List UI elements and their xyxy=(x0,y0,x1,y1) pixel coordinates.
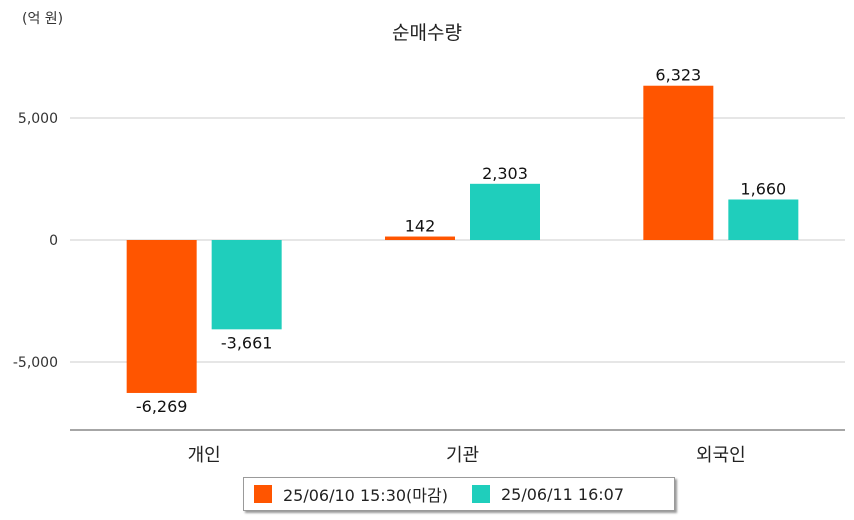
bar xyxy=(643,85,714,240)
bar-chart: 5,000 0 -5,000 -6,269 -3,661 개인 142 2,303 기관 6,32… xyxy=(13,66,845,466)
x-tick-label: 외국인 xyxy=(696,445,746,466)
legend-item-series-b[interactable]: 25/06/11 16:07 xyxy=(471,484,625,504)
bar xyxy=(126,240,197,393)
legend-swatch xyxy=(471,485,490,503)
x-tick-label: 기관 xyxy=(446,445,479,466)
legend-label: 25/06/10 15:30(마감) xyxy=(283,486,448,505)
data-label: 1,660 xyxy=(740,179,786,198)
legend-label: 25/06/11 16:07 xyxy=(500,484,625,504)
data-label: -6,269 xyxy=(136,397,188,416)
x-tick-label: 개인 xyxy=(188,445,221,466)
bar xyxy=(728,199,799,240)
data-label: 6,323 xyxy=(655,66,701,85)
chart-legend: 25/06/10 15:30(마감) 25/06/11 16:07 xyxy=(243,477,675,511)
bar xyxy=(211,240,282,330)
chart-title: 순매수량 xyxy=(392,22,462,44)
legend-swatch xyxy=(254,485,272,503)
bar xyxy=(470,183,540,240)
data-label: 2,303 xyxy=(482,164,528,183)
y-tick-label: 0 xyxy=(49,233,58,249)
data-label: -3,661 xyxy=(221,333,273,352)
data-label: 142 xyxy=(405,217,436,236)
bar xyxy=(385,236,455,240)
unit-label: (억 원) xyxy=(22,11,64,27)
legend-item-series-a[interactable]: 25/06/10 15:30(마감) xyxy=(254,482,448,506)
y-tick-label: -5,000 xyxy=(13,355,58,371)
y-tick-label: 5,000 xyxy=(18,111,58,127)
